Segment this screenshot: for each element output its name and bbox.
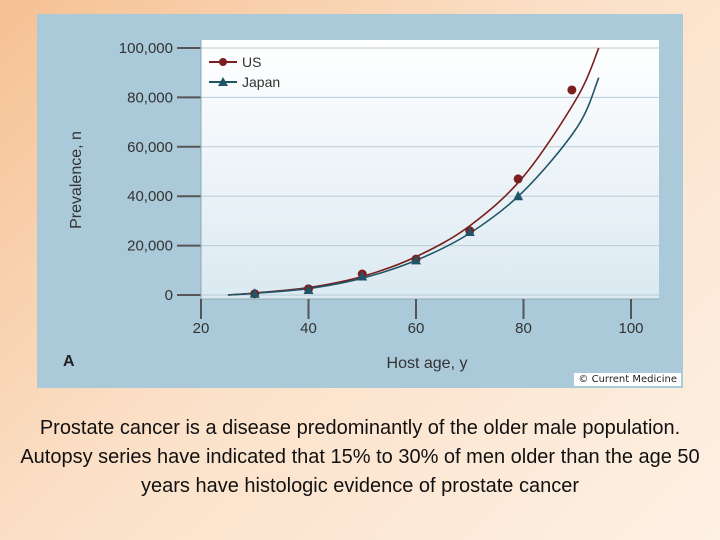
prevalence-chart: 0 20,000 40,000 60,000 80,000 100,000 20 40 60 8… — [63, 40, 659, 372]
legend-label-japan: Japan — [242, 74, 280, 90]
slide-caption: Prostate cancer is a disease predominant… — [20, 417, 700, 497]
legend: US Japan — [209, 54, 280, 90]
x-tick-label: 60 — [408, 320, 425, 337]
y-tick-label: 20,000 — [127, 238, 173, 255]
x-axis-title: Host age, y — [387, 355, 468, 372]
japan-point — [303, 284, 314, 295]
y-axis: 0 20,000 40,000 60,000 80,000 100,000 — [119, 40, 202, 304]
x-tick-label: 40 — [300, 320, 317, 337]
japan-point — [513, 190, 524, 201]
y-tick-label: 100,000 — [119, 40, 173, 57]
japan-point — [411, 254, 421, 265]
x-tick-label: 80 — [515, 320, 532, 337]
x-axis: 20 40 60 80 100 — [193, 298, 659, 337]
legend-marker-japan — [218, 77, 228, 86]
legend-marker-us — [219, 58, 227, 66]
y-tick-label: 0 — [165, 287, 173, 304]
y-axis-title: Prevalence, n — [68, 131, 85, 229]
y-tick-label: 60,000 — [127, 139, 173, 156]
y-tick-label: 40,000 — [127, 188, 173, 205]
credit-label: © Current Medicine — [574, 373, 681, 386]
japan-point — [249, 288, 260, 298]
japan-point — [464, 226, 475, 237]
us-point — [567, 85, 577, 95]
legend-label-us: US — [242, 54, 261, 70]
data-points — [249, 85, 577, 299]
x-tick-label: 20 — [193, 320, 210, 337]
us-point — [513, 174, 523, 184]
x-tick-label: 100 — [618, 320, 643, 337]
japan-point — [357, 270, 368, 281]
plot-area — [201, 40, 659, 299]
y-tick-label: 80,000 — [127, 89, 173, 106]
panel-label: A — [63, 353, 75, 370]
chart-figure: 0 20,000 40,000 60,000 80,000 100,000 20 40 60 8… — [37, 14, 683, 388]
gridlines — [201, 47, 659, 296]
